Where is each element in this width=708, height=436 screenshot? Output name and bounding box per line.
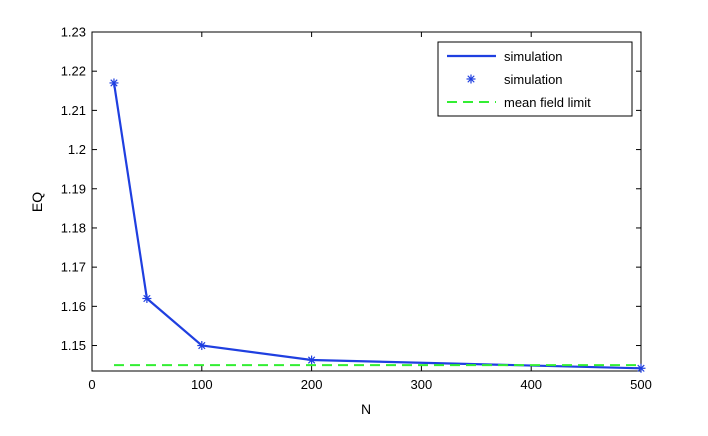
y-tick-label: 1.16 bbox=[61, 299, 86, 314]
x-tick-label: 400 bbox=[520, 377, 542, 392]
y-axis-label: EQ bbox=[29, 192, 45, 212]
data-point-marker bbox=[466, 74, 476, 84]
legend-entry: mean field limit bbox=[447, 95, 591, 110]
y-tick-label: 1.21 bbox=[61, 103, 86, 118]
data-point-marker bbox=[142, 293, 152, 303]
legend-label: mean field limit bbox=[504, 95, 591, 110]
legend-label: simulation bbox=[504, 49, 563, 64]
data-point-marker bbox=[636, 363, 646, 373]
series-layer bbox=[109, 78, 646, 373]
x-tick-label: 300 bbox=[411, 377, 433, 392]
x-tick-label: 0 bbox=[88, 377, 95, 392]
data-point-marker bbox=[197, 341, 207, 351]
y-axis: 1.15 1.16 1.17 1.18 1.19 1.2 1.21 1.22 1.23 bbox=[61, 25, 641, 353]
y-tick-label: 1.15 bbox=[61, 338, 86, 353]
y-tick-label: 1.22 bbox=[61, 64, 86, 79]
x-tick-label: 200 bbox=[301, 377, 323, 392]
y-tick-label: 1.23 bbox=[61, 25, 86, 40]
y-tick-label: 1.19 bbox=[61, 181, 86, 196]
x-axis-label: N bbox=[361, 401, 371, 417]
x-tick-label: 100 bbox=[191, 377, 213, 392]
legend-entry: simulation bbox=[466, 72, 563, 87]
y-tick-label: 1.2 bbox=[68, 142, 86, 157]
y-tick-label: 1.17 bbox=[61, 260, 86, 275]
y-tick-label: 1.18 bbox=[61, 220, 86, 235]
legend-entry: simulation bbox=[447, 49, 563, 64]
data-point-marker bbox=[109, 78, 119, 88]
data-point-marker bbox=[307, 355, 317, 365]
x-tick-label: 500 bbox=[630, 377, 652, 392]
legend: simulation simulation mean field limit bbox=[437, 41, 633, 117]
x-axis: 0 100 200 300 400 500 bbox=[88, 32, 652, 392]
legend-label: simulation bbox=[504, 72, 563, 87]
